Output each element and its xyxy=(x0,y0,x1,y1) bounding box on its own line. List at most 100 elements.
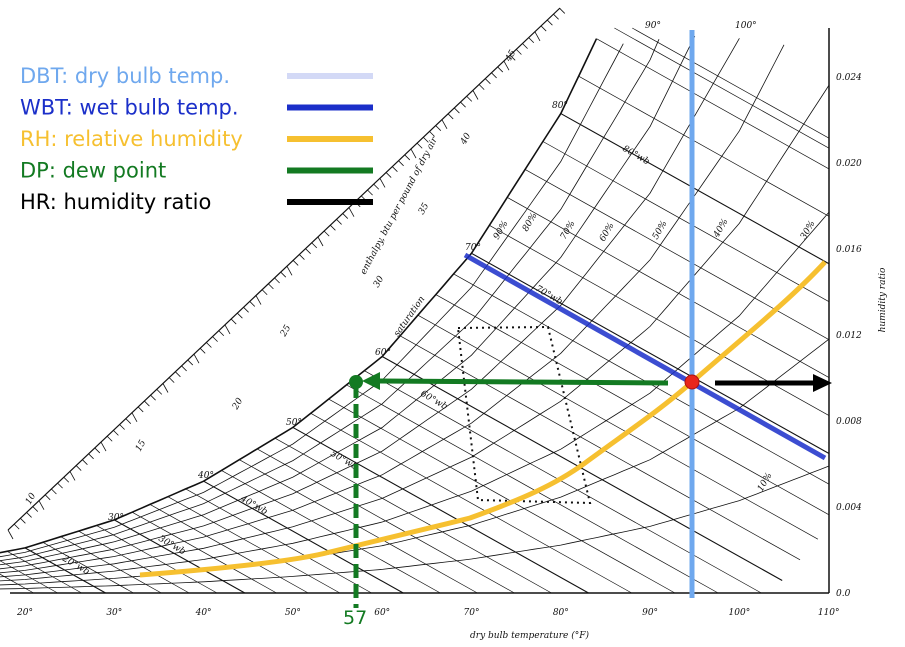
wet-bulb-line xyxy=(221,470,441,594)
enthalpy-tick xyxy=(323,230,330,237)
enthalpy-tick xyxy=(187,359,194,366)
hr-arrowhead xyxy=(813,374,832,392)
y-tick-label: 0.020 xyxy=(836,159,862,169)
comfort-zone xyxy=(456,325,592,505)
saturation-temp-label: 40° xyxy=(197,471,214,481)
wet-bulb-line xyxy=(560,113,830,265)
wet-bulb-line xyxy=(96,525,218,594)
enthalpy-tick xyxy=(280,271,287,278)
enthalpy-tick xyxy=(317,236,324,247)
enthalpy-tick xyxy=(255,295,262,305)
wet-bulb-line xyxy=(507,197,830,378)
y-tick-label: 0.012 xyxy=(836,331,862,341)
rh-curve xyxy=(0,43,624,558)
rh-curve xyxy=(0,39,660,562)
enthalpy-tick xyxy=(367,189,373,196)
y-tick-label: 0.004 xyxy=(836,503,862,513)
wet-bulb-line xyxy=(149,504,309,594)
wet-bulb-line xyxy=(78,530,190,594)
enthalpy-tick xyxy=(69,471,76,481)
wet-bulb-line xyxy=(542,141,830,302)
wet-bulb-line xyxy=(614,27,830,149)
enthalpy-tick xyxy=(13,523,20,530)
enthalpy-tick xyxy=(466,96,473,102)
wet-bulb-line xyxy=(596,38,830,170)
enthalpy-tick xyxy=(26,512,32,518)
x-tick-label: 60° xyxy=(374,608,390,618)
state-point xyxy=(684,374,700,390)
enthalpy-tick xyxy=(348,207,355,217)
enthalpy-tick xyxy=(162,383,169,393)
enthalpy-tick xyxy=(113,430,119,436)
enthalpy-tick xyxy=(398,160,404,167)
enthalpy-tick xyxy=(305,248,311,255)
rh-curve xyxy=(0,44,785,574)
saturation-temp-label: 80° xyxy=(552,101,568,111)
wet-bulb-line xyxy=(328,398,676,594)
x-tick-label: 70° xyxy=(464,608,480,618)
enthalpy-tick xyxy=(292,260,299,266)
saturation-temp-label: 70° xyxy=(465,243,481,253)
enthalpy-tick xyxy=(32,506,39,512)
rh-curve xyxy=(0,212,830,582)
wet-bulb-line xyxy=(114,519,246,594)
enthalpy-tick xyxy=(460,101,466,108)
enthalpy-tick xyxy=(44,494,51,501)
enthalpy-tick xyxy=(503,61,510,71)
legend-label: HR: humidity ratio xyxy=(20,190,211,214)
wet-bulb-line xyxy=(632,27,830,139)
enthalpy-tick xyxy=(38,500,45,510)
enthalpy-tick xyxy=(491,72,497,79)
enthalpy-tick xyxy=(100,441,107,452)
rh-curve xyxy=(0,465,829,590)
x-tick-label: 40° xyxy=(195,608,212,618)
enthalpy-tick xyxy=(330,224,336,231)
enthalpy-tick xyxy=(261,289,268,296)
enthalpy-tick xyxy=(199,348,206,354)
enthalpy-tick xyxy=(88,453,94,460)
x-tick-label: 90° xyxy=(642,608,658,618)
wet-bulb-line xyxy=(578,75,830,217)
y-tick-label: 0.0 xyxy=(836,589,851,599)
wet-bulb-line xyxy=(167,496,341,594)
enthalpy-tick xyxy=(20,517,26,524)
enthalpy-tick xyxy=(416,142,423,149)
saturation-temp-label: 100° xyxy=(735,21,757,31)
legend-label: DP: dew point xyxy=(20,159,166,183)
enthalpy-tick xyxy=(435,125,442,131)
y-tick-label: 0.008 xyxy=(836,417,862,427)
enthalpy-tick xyxy=(75,465,82,471)
enthalpy-tick xyxy=(478,84,485,90)
enthalpy-tick xyxy=(404,154,411,161)
wet-bulb-line xyxy=(364,370,762,594)
x-axis-title: dry bulb temperature (°F) xyxy=(470,630,589,641)
enthalpy-tick xyxy=(119,424,125,430)
y-tick-label: 0.024 xyxy=(836,73,862,83)
legend-label: RH: relative humidity xyxy=(20,127,243,151)
x-tick-label: 30° xyxy=(106,608,122,618)
wet-bulb-line xyxy=(399,335,801,561)
wet-bulb-line xyxy=(417,314,819,540)
wet-bulb-line xyxy=(274,437,552,594)
enthalpy-tick xyxy=(485,78,491,85)
wet-bulb-line xyxy=(346,384,719,594)
enthalpy-tick xyxy=(168,377,175,383)
enthalpy-tick xyxy=(7,529,14,540)
rh-curve xyxy=(0,36,696,566)
dp-arrow xyxy=(377,378,669,386)
enthalpy-tick xyxy=(423,137,429,143)
rh-curve xyxy=(0,38,740,570)
enthalpy-tick xyxy=(447,113,454,120)
dp-point xyxy=(349,375,363,389)
saturation-temp-label: 60° xyxy=(375,348,391,358)
x-tick-label: 100° xyxy=(729,608,751,618)
dp-arrowhead xyxy=(362,372,380,390)
wet-bulb-line xyxy=(257,448,515,594)
enthalpy-tick xyxy=(516,49,522,55)
enthalpy-tick xyxy=(106,435,113,442)
y-tick-label: 0.016 xyxy=(836,245,862,255)
enthalpy-tick xyxy=(230,318,237,325)
enthalpy-tick xyxy=(547,19,553,26)
enthalpy-tick xyxy=(156,389,163,395)
enthalpy-tick xyxy=(212,336,218,342)
